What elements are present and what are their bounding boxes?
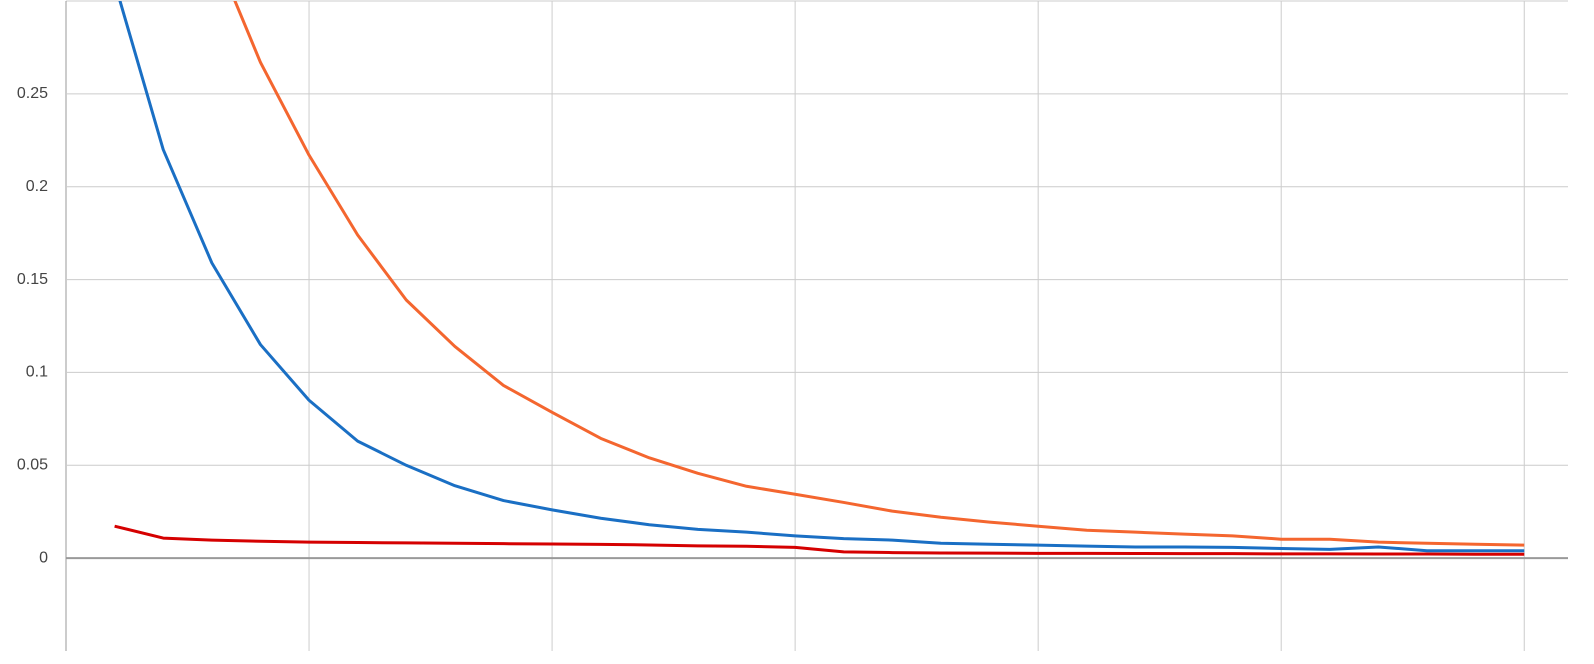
y-tick-label: 0.2: [26, 178, 48, 195]
y-tick-label: 0.05: [17, 457, 48, 474]
line-series: [118, 1, 1525, 553]
y-tick-label: 0: [39, 549, 48, 566]
line-series: [233, 1, 1525, 547]
y-tick-label: 0.1: [26, 364, 48, 381]
line-series: [114, 524, 1525, 556]
plot-area: [114, 1, 1525, 556]
y-tick-label: 0.15: [17, 271, 48, 288]
y-tick-label: 0.25: [17, 85, 48, 102]
